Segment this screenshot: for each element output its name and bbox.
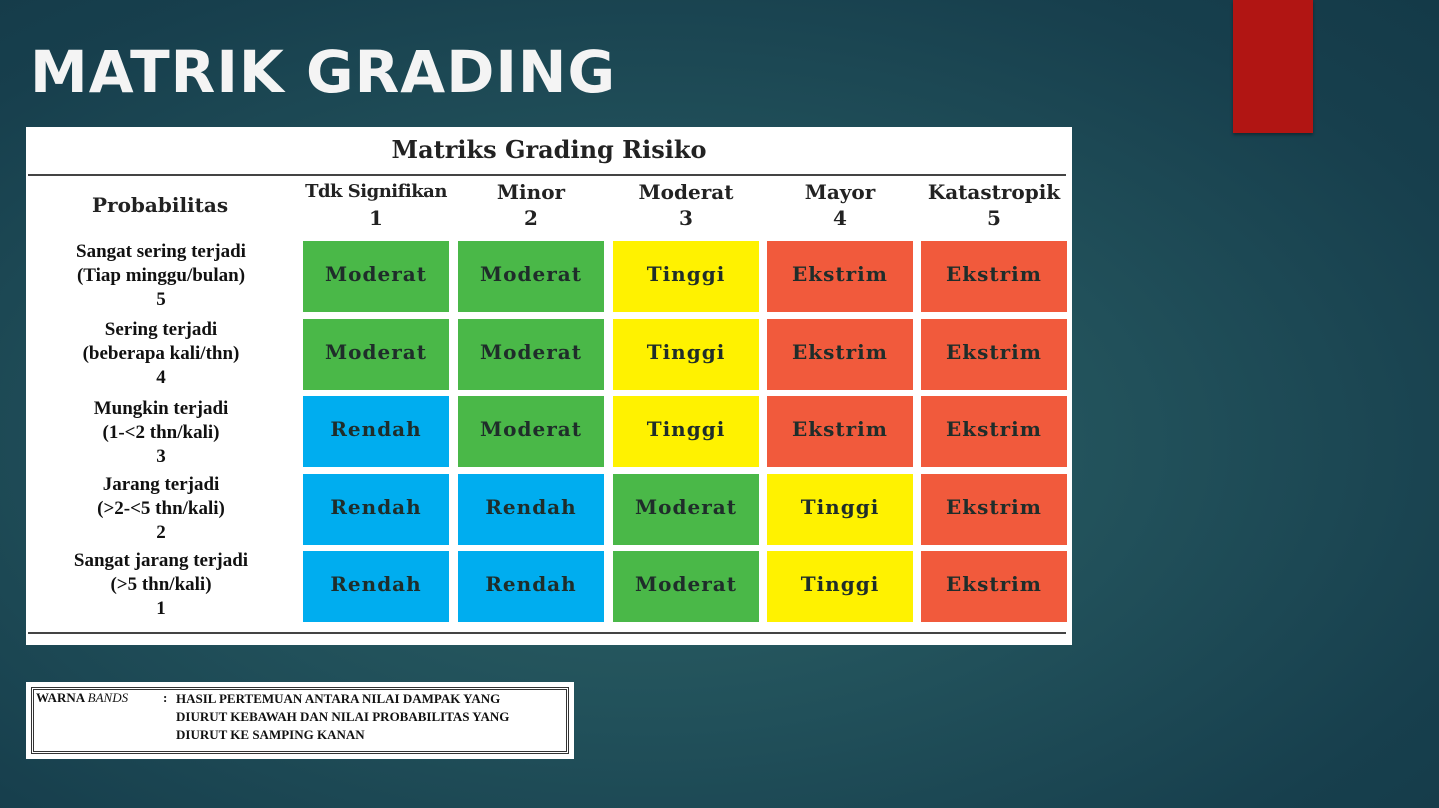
column-header: Katastropik 5 <box>921 179 1067 231</box>
column-header-number: 2 <box>524 206 538 230</box>
row-header-line2: (Tiap minggu/bulan) <box>76 265 246 286</box>
legend-line: DIURUT KEBAWAH DAN NILAI PROBABILITAS YA… <box>176 709 510 724</box>
row-header: Jarang terjadi (>2-<5 thn/kali) 2 <box>46 473 276 545</box>
column-header-number: 3 <box>679 206 693 230</box>
legend-line: HASIL PERTEMUAN ANTARA NILAI DAMPAK YANG <box>176 691 501 706</box>
row-header-num: 1 <box>156 598 166 619</box>
legend-label-main: WARNA <box>36 690 85 705</box>
risk-cell: Tinggi <box>767 474 913 545</box>
risk-cell: Tinggi <box>613 319 759 390</box>
column-header-name: Katastropik <box>927 180 1061 204</box>
color-band-legend: WARNA BANDS : HASIL PERTEMUAN ANTARA NIL… <box>26 682 574 759</box>
probability-header: Probabilitas <box>92 193 229 217</box>
row-header-num: 3 <box>156 446 166 467</box>
row-header-line2: (1-<2 thn/kali) <box>102 422 220 443</box>
risk-cell: Rendah <box>303 396 449 467</box>
legend-colon: : <box>163 690 168 705</box>
risk-cell: Moderat <box>303 241 449 312</box>
risk-cell: Tinggi <box>613 396 759 467</box>
risk-cell: Ekstrim <box>921 396 1067 467</box>
row-header: Sangat jarang terjadi (>5 thn/kali) 1 <box>46 549 276 621</box>
row-header-line1: Jarang terjadi <box>102 474 220 495</box>
column-header: Mayor 4 <box>767 179 913 231</box>
column-header-name: Tdk Signifikan <box>305 181 447 202</box>
risk-cell: Moderat <box>458 396 604 467</box>
column-header: Minor 2 <box>458 179 604 231</box>
risk-cell: Rendah <box>458 551 604 622</box>
row-header: Sangat sering terjadi (Tiap minggu/bulan)… <box>46 240 276 312</box>
row-header-line2: (beberapa kali/thn) <box>82 343 240 364</box>
row-header-line1: Sering terjadi <box>104 319 218 340</box>
row-header-num: 4 <box>156 367 166 388</box>
risk-matrix-table: Matriks Grading Risiko Probabilitas Tdk … <box>26 127 1072 645</box>
risk-cell: Tinggi <box>767 551 913 622</box>
risk-cell: Ekstrim <box>921 551 1067 622</box>
legend-label: WARNA BANDS <box>36 690 128 706</box>
column-header: Tdk Signifikan 1 <box>303 179 449 231</box>
risk-cell: Ekstrim <box>767 396 913 467</box>
risk-cell: Moderat <box>458 241 604 312</box>
row-header: Sering terjadi (beberapa kali/thn) 4 <box>46 318 276 390</box>
table-top-rule <box>28 174 1066 176</box>
risk-cell: Ekstrim <box>921 474 1067 545</box>
row-header-num: 5 <box>156 289 166 310</box>
table-bottom-rule <box>28 632 1066 634</box>
legend-description: HASIL PERTEMUAN ANTARA NILAI DAMPAK YANG… <box>176 690 566 744</box>
risk-cell: Ekstrim <box>767 319 913 390</box>
risk-cell: Moderat <box>613 474 759 545</box>
column-header-name: Mayor <box>804 180 876 204</box>
risk-cell: Tinggi <box>613 241 759 312</box>
matrix-title: Matriks Grading Risiko <box>391 135 707 164</box>
column-header-name: Moderat <box>638 180 734 204</box>
accent-bar <box>1233 0 1313 133</box>
risk-cell: Moderat <box>458 319 604 390</box>
column-header-number: 4 <box>833 206 847 230</box>
risk-cell: Rendah <box>303 551 449 622</box>
row-header-line1: Sangat jarang terjadi <box>73 550 249 571</box>
column-header-number: 5 <box>987 206 1001 230</box>
risk-cell: Ekstrim <box>921 241 1067 312</box>
risk-cell: Ekstrim <box>921 319 1067 390</box>
column-header-number: 1 <box>369 206 383 230</box>
row-header: Mungkin terjadi (1-<2 thn/kali) 3 <box>46 397 276 469</box>
risk-cell: Rendah <box>303 474 449 545</box>
column-header-name: Minor <box>496 180 566 204</box>
row-header-num: 2 <box>156 522 166 543</box>
legend-line: DIURUT KE SAMPING KANAN <box>176 727 365 742</box>
row-header-line2: (>5 thn/kali) <box>110 574 212 595</box>
risk-cell: Ekstrim <box>767 241 913 312</box>
row-header-line2: (>2-<5 thn/kali) <box>97 498 225 519</box>
legend-frame <box>31 687 569 754</box>
risk-cell: Moderat <box>613 551 759 622</box>
row-header-line1: Mungkin terjadi <box>93 398 229 419</box>
risk-cell: Rendah <box>458 474 604 545</box>
row-header-line1: Sangat sering terjadi <box>76 241 246 262</box>
legend-label-italic: BANDS <box>87 690 129 705</box>
risk-cell: Moderat <box>303 319 449 390</box>
slide-title: MATRIK GRADING <box>30 38 617 106</box>
column-header: Moderat 3 <box>613 179 759 231</box>
